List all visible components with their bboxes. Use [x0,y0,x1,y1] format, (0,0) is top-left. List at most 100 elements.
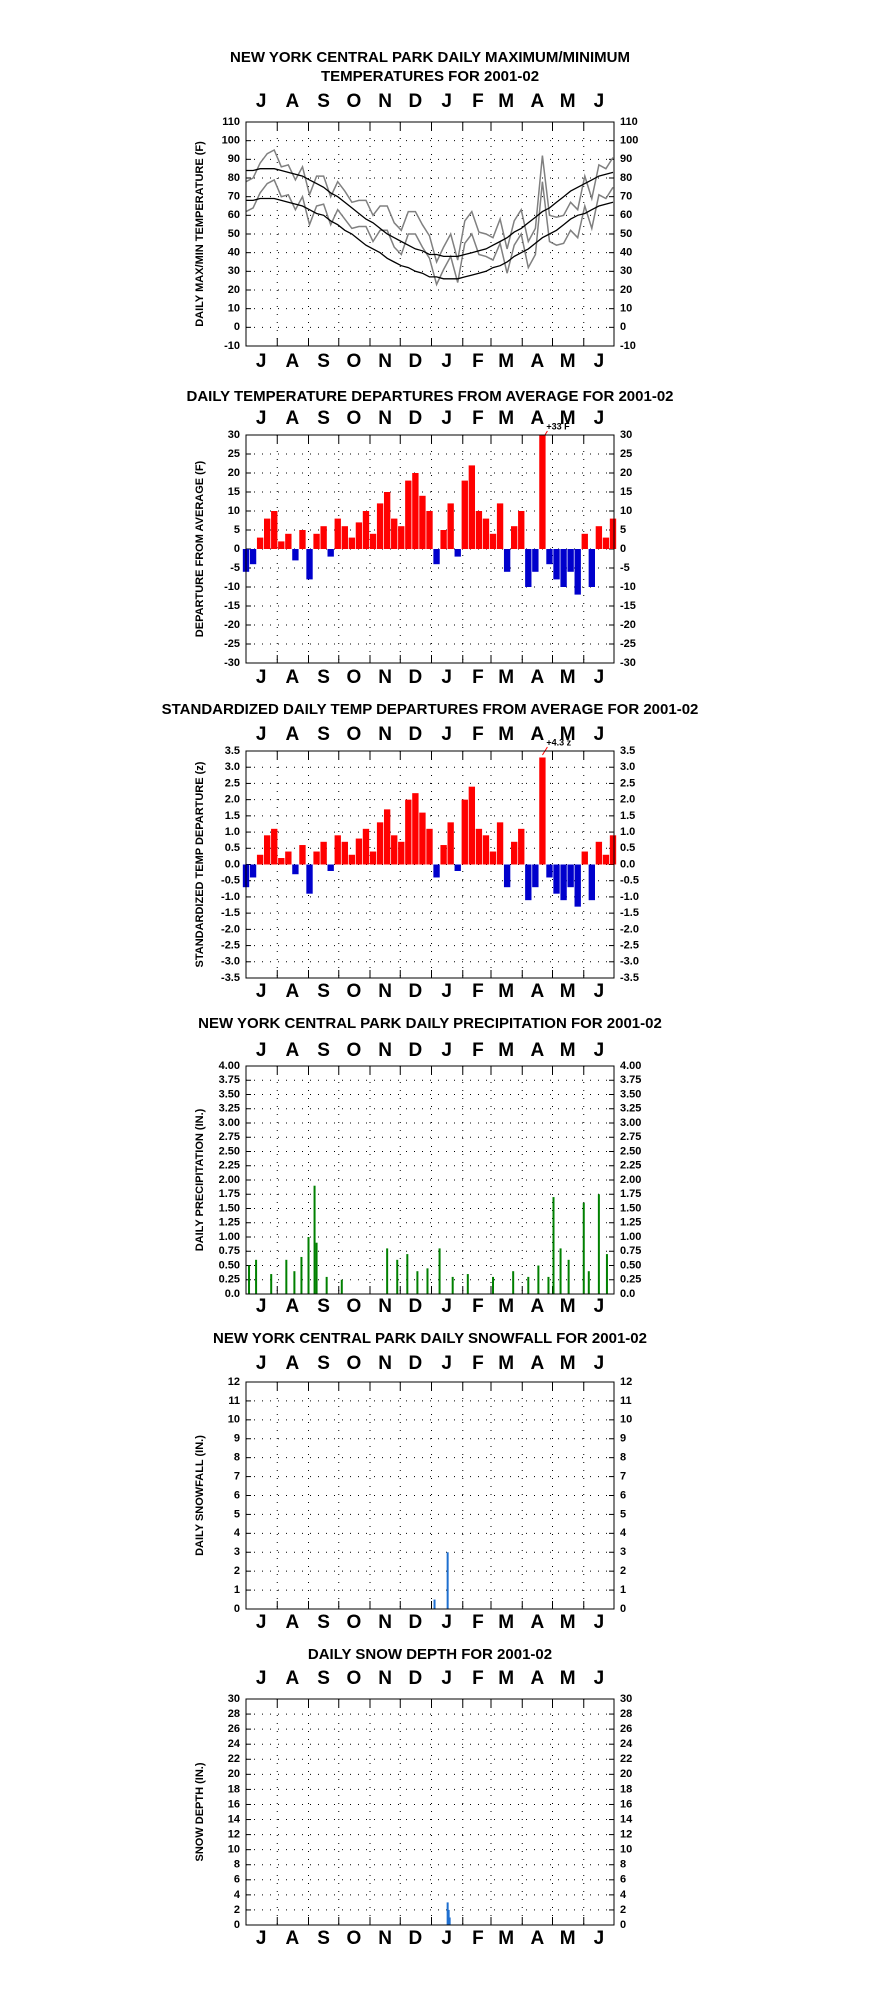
temperature-line [246,168,614,258]
y-axis-label: DEPARTURE FROM AVERAGE (F) [194,460,206,637]
bar [376,503,384,549]
y-tick-label-right: 2.0 [620,794,635,806]
month-label-bottom: S [317,1928,330,1949]
plot-frame [245,1381,615,1610]
y-tick-label-right: -15 [620,600,636,612]
y-tick-label: -3.0 [221,956,240,968]
y-tick-label-right: 0.50 [620,1259,641,1271]
y-tick-label: 1 [234,1584,240,1596]
month-label-top: S [317,1040,330,1061]
plot-frame [245,750,615,979]
bar [587,1271,590,1294]
bar [320,526,327,549]
bar [537,1265,540,1294]
bar [567,549,574,572]
month-label-bottom: A [531,351,545,372]
bar [512,1271,515,1294]
y-tick-label: 28 [228,1708,240,1720]
bar [567,864,574,888]
month-label-top: N [378,1040,392,1061]
month-label-top: A [286,91,300,112]
bar [597,1194,600,1294]
y-tick-label: 11 [228,1395,240,1407]
month-label-top: F [472,1353,484,1374]
y-tick-label-right: -1.0 [620,891,639,903]
y-tick-label: 2.00 [219,1174,240,1186]
y-tick-label: 80 [228,172,240,184]
y-tick-label-right: 10 [620,505,632,517]
month-label-top: O [346,408,361,429]
y-tick-label-right: 3.75 [620,1074,641,1086]
bar [588,549,595,587]
month-label-bottom: J [256,667,267,688]
bar [466,1274,469,1294]
y-tick-label: 24 [228,1738,241,1750]
bar [518,511,525,549]
bar [527,1276,530,1294]
y-tick-label: 8 [234,1859,240,1871]
y-tick-label-right: -5 [620,562,630,574]
y-tick-label: 100 [222,135,240,147]
month-label-bottom: M [498,1928,514,1949]
month-label-top: J [441,408,452,429]
y-tick-label-right: -2.5 [620,939,639,951]
month-label-top: J [256,1668,267,1689]
bar [525,549,532,587]
month-label-top: J [441,1040,452,1061]
month-label-top: M [560,1353,576,1374]
bar [300,1256,303,1294]
bar [292,549,299,561]
month-label-top: J [256,91,267,112]
y-tick-label-right: 3.5 [620,745,635,757]
month-label-bottom: M [560,1296,576,1317]
month-label-top: M [560,91,576,112]
y-tick-label-right: 8 [620,1859,626,1871]
month-label-bottom: A [531,1296,545,1317]
y-tick-label-right: -3.5 [620,972,639,984]
y-tick-label: 3.0 [225,761,240,773]
bar [581,533,588,549]
y-tick-label-right: 22 [620,1753,632,1765]
y-tick-label: 10 [228,303,240,315]
month-label-top: M [498,1353,514,1374]
month-label-top: F [472,1040,484,1061]
month-label-top: S [317,724,330,745]
bar [539,435,546,549]
bar [320,841,327,865]
y-tick-label-right: 6 [620,1489,626,1501]
y-tick-label-right: -10 [620,581,636,593]
y-tick-label-right: 10 [620,1844,632,1856]
bar [440,530,447,549]
bar [602,854,610,865]
y-axis-label: SNOW DEPTH (IN.) [194,1762,206,1861]
month-label-bottom: J [594,981,605,1002]
month-label-bottom: O [346,1612,361,1633]
bar [546,549,553,565]
month-label-bottom: A [286,1928,300,1949]
month-label-top: M [560,1040,576,1061]
bar [396,1259,399,1294]
y-tick-label-right: 24 [620,1738,633,1750]
bar [492,1276,495,1294]
y-tick-label: 5 [234,1508,240,1520]
y-tick-label-right: 26 [620,1723,632,1735]
chart-title: DAILY SNOW DEPTH FOR 2001-02 [308,1646,552,1663]
bar [482,835,490,865]
bar [340,1279,343,1294]
bar [468,786,476,865]
chart-title: NEW YORK CENTRAL PARK DAILY SNOWFALL FOR… [213,1330,647,1347]
month-label-top: D [409,408,423,429]
y-tick-label-right: 16 [620,1798,632,1810]
bar [567,1259,570,1294]
bar [447,503,454,549]
bar [405,480,412,549]
y-tick-label-right: 100 [620,135,638,147]
bar [468,465,476,549]
bar [588,864,595,901]
month-label-bottom: A [286,351,300,372]
month-label-bottom: J [256,1612,267,1633]
y-tick-label-right: 0 [620,321,626,333]
y-tick-label-right: 2 [620,1565,626,1577]
y-tick-label: 0.0 [225,858,240,870]
y-tick-label-right: -0.5 [620,875,639,887]
